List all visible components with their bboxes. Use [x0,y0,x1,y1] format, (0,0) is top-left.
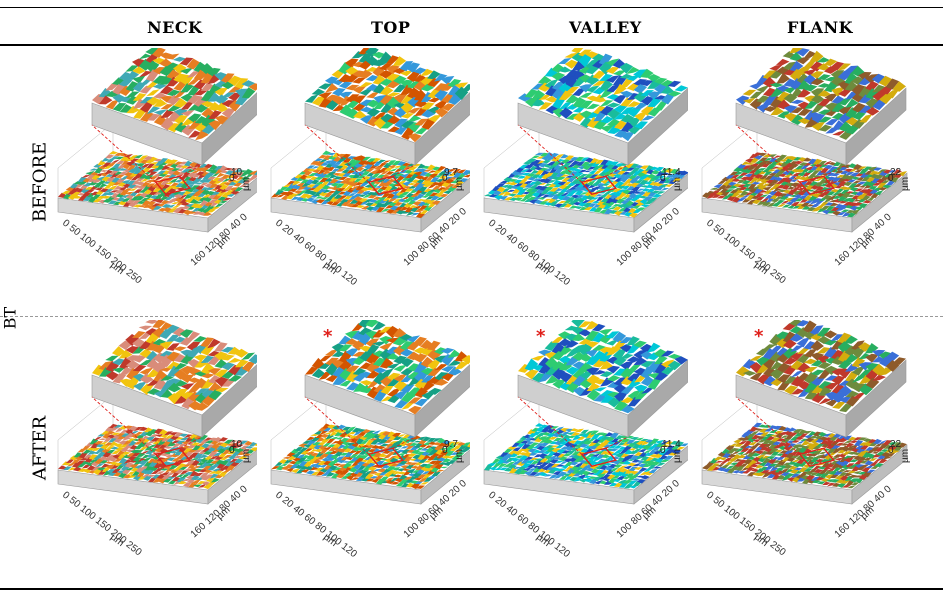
z-unit-label: µm [900,177,911,191]
column-header-top: TOP [371,18,411,37]
x-tick-labels: 0 50 100 150 200 250 [60,490,144,559]
z-zero-label: 0 [660,173,666,184]
z-unit-label: µm [454,177,465,191]
row-label-before: BEFORE [29,141,51,223]
z-max-label: 9.7 [444,167,458,178]
z-zero-label: 0 [660,445,666,456]
row-label-after: AFTER [29,415,51,481]
z-unit-label: µm [672,177,683,191]
x-tick-labels: 0 50 100 150 200 250 [704,218,788,287]
significance-star: * [536,326,546,347]
x-tick-labels: 0 20 40 60 80 100 120 [486,218,572,289]
column-header-valley: VALLEY [569,18,642,37]
z-unit-label: µm [672,449,683,463]
z-zero-label: 0 [888,173,894,184]
side-label: BT [0,306,20,330]
significance-star: * [754,326,764,347]
z-max-label: 10 [231,167,243,178]
z-zero-label: 0 [442,173,448,184]
x-tick-labels: 0 50 100 150 200 250 [704,490,788,559]
header-rule [0,44,943,46]
z-unit-label: µm [241,177,252,191]
bottom-rule [0,588,943,590]
z-unit-label: µm [900,449,911,463]
z-zero-label: 0 [888,445,894,456]
z-max-label: 22 [890,167,902,178]
z-zero-label: 0 [229,173,235,184]
column-header-flank: FLANK [787,18,854,37]
z-max-label: 22 [890,439,902,450]
z-zero-label: 0 [229,445,235,456]
z-max-label: 9.7 [444,439,458,450]
x-tick-labels: 0 20 40 60 80 100 120 [273,490,359,561]
z-max-label: 11.4 [662,439,681,450]
z-zero-label: 0 [442,445,448,456]
row-divider [0,316,943,318]
z-unit-label: µm [454,449,465,463]
z-max-label: 11.4 [662,167,681,178]
significance-star: * [323,326,333,347]
x-tick-labels: 0 20 40 60 80 100 120 [273,218,359,289]
z-unit-label: µm [241,449,252,463]
z-max-label: 10 [231,439,243,450]
column-header-neck: NECK [147,18,203,37]
x-tick-labels: 0 20 40 60 80 100 120 [486,490,572,561]
top-rule [0,7,943,8]
x-tick-labels: 0 50 100 150 200 250 [60,218,144,287]
